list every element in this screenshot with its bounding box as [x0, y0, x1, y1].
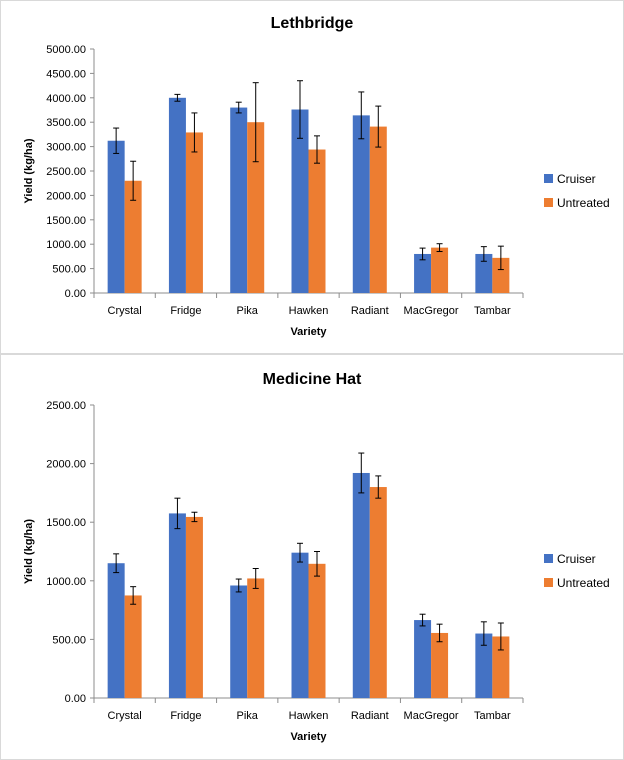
chart-title: Medicine Hat — [263, 371, 362, 388]
y-tick-label: 0.00 — [65, 693, 86, 705]
bar-untreated — [247, 122, 265, 293]
y-tick-label: 2000.00 — [46, 459, 86, 471]
bar-cruiser — [414, 253, 432, 293]
legend-swatch-untreated — [544, 578, 553, 587]
bar-cruiser — [291, 109, 309, 294]
legend-swatch-cruiser — [544, 174, 553, 183]
y-axis-title: Yield (kg/ha) — [23, 519, 35, 584]
x-tick-label: MacGregor — [404, 305, 459, 317]
y-tick-label: 2500.00 — [46, 400, 86, 412]
x-tick-label: MacGregor — [404, 710, 459, 722]
legend-label-untreated: Untreated — [557, 576, 610, 590]
bar-untreated — [369, 126, 387, 293]
legend-label-cruiser: Cruiser — [557, 552, 596, 566]
y-tick-label: 1500.00 — [46, 215, 86, 227]
bar-untreated — [185, 132, 203, 293]
bar-untreated — [369, 487, 387, 698]
x-tick-label: Radiant — [351, 710, 389, 722]
legend-label-untreated: Untreated — [557, 196, 610, 210]
x-tick-label: Crystal — [108, 305, 142, 317]
y-tick-label: 3000.00 — [46, 142, 86, 154]
y-tick-label: 5000.00 — [46, 44, 86, 56]
y-tick-label: 3500.00 — [46, 117, 86, 129]
x-tick-label: Crystal — [108, 710, 142, 722]
bar-untreated — [308, 149, 326, 293]
legend-swatch-cruiser — [544, 554, 553, 563]
medicine-hat-chart: Medicine Hat 0.00 500.00 1000.00 1500.00 2000… — [23, 371, 610, 743]
legend-swatch-untreated — [544, 198, 553, 207]
x-tick-label: Radiant — [351, 305, 389, 317]
bar-cruiser — [475, 253, 493, 293]
bar-untreated — [431, 247, 449, 293]
bar-untreated — [308, 563, 326, 698]
y-tick-label: 0.00 — [65, 288, 86, 300]
y-tick-label: 2500.00 — [46, 166, 86, 178]
bar-cruiser — [475, 633, 493, 698]
bar-cruiser — [414, 620, 432, 698]
x-axis-title: Variety — [290, 326, 327, 338]
x-tick-label: Tambar — [474, 710, 511, 722]
bar-cruiser — [107, 563, 125, 698]
x-tick-label: Pika — [237, 710, 259, 722]
y-tick-label: 4000.00 — [46, 93, 86, 105]
bar-untreated — [124, 595, 142, 698]
bar-untreated — [185, 516, 203, 698]
x-tick-label: Hawken — [289, 710, 329, 722]
x-tick-label: Pika — [237, 305, 259, 317]
y-tick-label: 2000.00 — [46, 190, 86, 202]
bar-cruiser — [168, 513, 186, 698]
bar-cruiser — [352, 115, 370, 293]
x-tick-label: Hawken — [289, 305, 329, 317]
bar-cruiser — [352, 472, 370, 698]
x-tick-label: Fridge — [170, 305, 201, 317]
bar-untreated — [431, 632, 449, 698]
y-axis-title: Yield (kg/ha) — [23, 138, 35, 203]
y-tick-label: 500.00 — [52, 264, 86, 276]
bar-cruiser — [230, 585, 248, 698]
bar-cruiser — [291, 552, 309, 698]
bar-cruiser — [107, 140, 125, 293]
x-tick-label: Tambar — [474, 305, 511, 317]
y-tick-label: 500.00 — [52, 634, 86, 646]
lethbridge-chart: Lethbridge 0.00 500.00 1000.00 1500.00 2000.0… — [23, 15, 610, 338]
x-axis-title: Variety — [290, 731, 327, 743]
bar-cruiser — [230, 107, 248, 293]
chart-title: Lethbridge — [271, 15, 354, 32]
lethbridge-chart-panel: Lethbridge 0.00 500.00 1000.00 1500.00 2000.0… — [0, 0, 624, 354]
x-tick-label: Fridge — [170, 710, 201, 722]
y-tick-label: 1500.00 — [46, 517, 86, 529]
bar-cruiser — [168, 97, 186, 293]
y-tick-label: 4500.00 — [46, 68, 86, 80]
bar-untreated — [492, 257, 510, 293]
y-tick-label: 1000.00 — [46, 576, 86, 588]
bar-untreated — [124, 180, 142, 293]
bar-untreated — [492, 636, 510, 698]
y-tick-label: 1000.00 — [46, 239, 86, 251]
bar-untreated — [247, 578, 265, 698]
legend-label-cruiser: Cruiser — [557, 172, 596, 186]
medicine-hat-chart-panel: Medicine Hat 0.00 500.00 1000.00 1500.00 2000… — [0, 354, 624, 760]
